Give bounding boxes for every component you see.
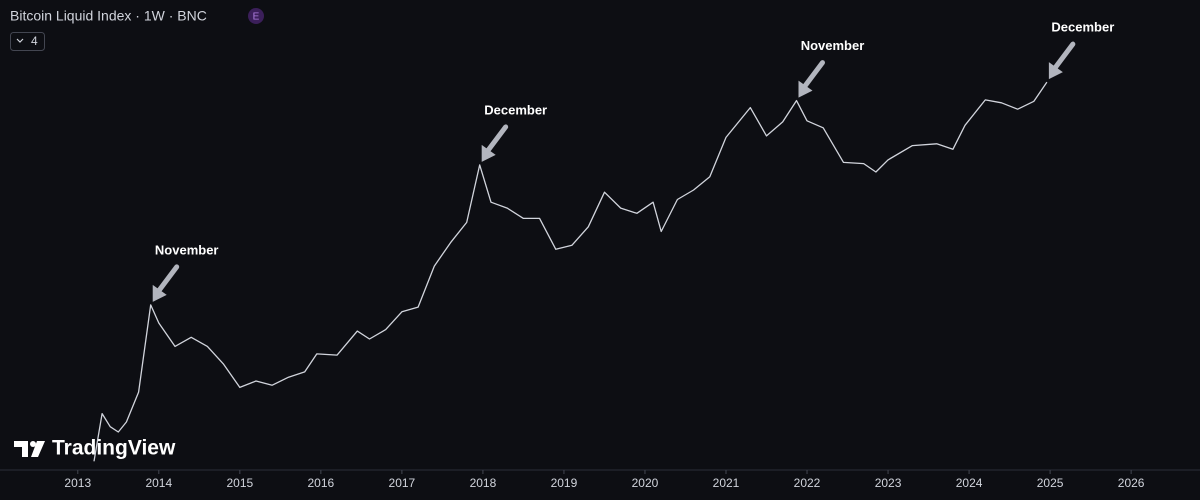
annotation: November [152, 242, 219, 302]
annotation-label: November [155, 242, 219, 257]
annotation: November [798, 38, 864, 98]
x-tick-label: 2024 [956, 476, 983, 490]
annotation-arrow-head [1048, 62, 1063, 80]
indicator-count[interactable]: 4 [31, 34, 38, 48]
x-tick-label: 2020 [632, 476, 659, 490]
x-tick-label: 2019 [551, 476, 578, 490]
tradingview-logo: TradingView [14, 437, 176, 460]
logo-icon [14, 441, 28, 457]
annotation: December [481, 102, 547, 162]
x-tick-label: 2017 [389, 476, 416, 490]
badge[interactable] [248, 8, 264, 24]
x-tick-label: 2026 [1118, 476, 1145, 490]
annotation-arrow-shaft [485, 124, 509, 154]
x-tick-label: 2025 [1037, 476, 1064, 490]
annotation-label: December [1051, 20, 1114, 35]
badge-label[interactable]: E [253, 12, 260, 23]
x-tick-label: 2014 [145, 476, 172, 490]
annotation-arrow-head [798, 80, 813, 98]
logo-dot [30, 441, 36, 447]
x-tick-label: 2023 [875, 476, 902, 490]
annotation-arrow-shaft [801, 60, 825, 90]
x-tick-label: 2018 [470, 476, 497, 490]
x-tick-label: 2015 [226, 476, 253, 490]
price-line [93, 81, 1048, 462]
annotation-arrow-head [481, 144, 496, 162]
x-tick-label: 2016 [308, 476, 335, 490]
annotation-label: December [484, 102, 547, 117]
chart-title: Bitcoin Liquid Index · 1W · BNC [10, 8, 207, 24]
annotation-arrow-head [152, 284, 167, 302]
annotation-label: November [801, 38, 865, 53]
annotation: December [1048, 20, 1114, 80]
x-tick-label: 2021 [713, 476, 740, 490]
logo-text: TradingView [52, 437, 176, 460]
chevron-icon [16, 38, 24, 43]
annotation-arrow-shaft [1052, 41, 1076, 71]
logo-slash [31, 441, 45, 457]
annotation-arrow-shaft [156, 264, 180, 294]
indicator-toggle[interactable] [10, 32, 45, 51]
x-tick-label: 2013 [64, 476, 91, 490]
x-tick-label: 2022 [794, 476, 821, 490]
